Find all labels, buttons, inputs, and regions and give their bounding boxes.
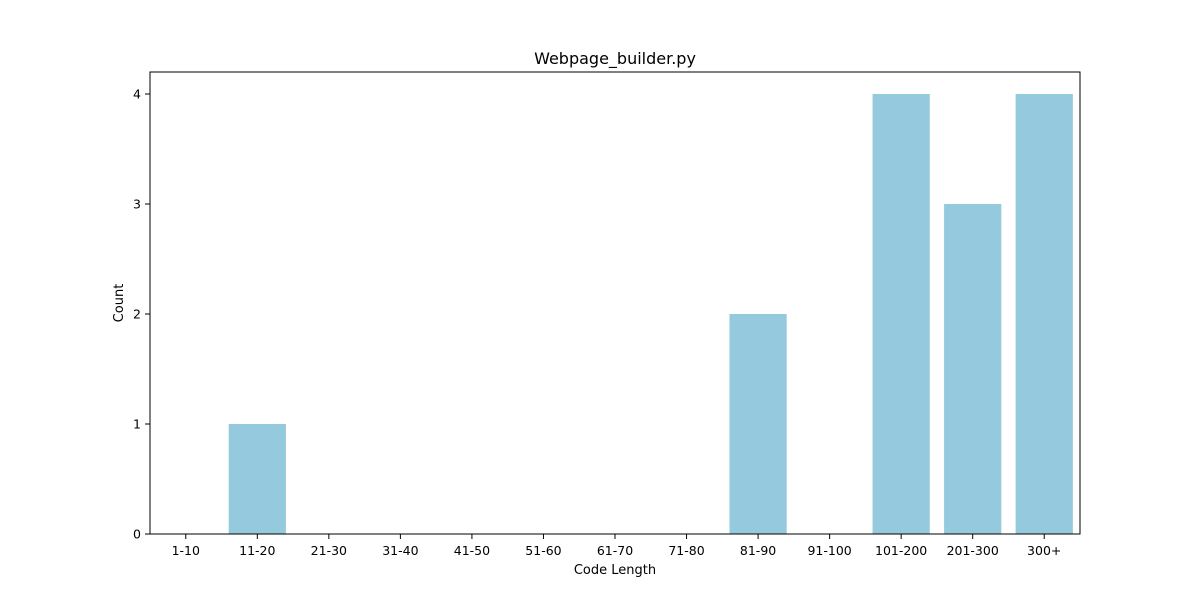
y-tick-label: 1 — [133, 417, 141, 432]
x-tick-label: 61-70 — [597, 543, 633, 558]
y-tick-label: 4 — [133, 87, 141, 102]
y-tick-label: 3 — [133, 197, 141, 212]
bar-201-300 — [944, 204, 1001, 534]
y-axis-label: Count — [112, 284, 127, 323]
bar-11-20 — [229, 424, 286, 534]
x-tick-label: 31-40 — [382, 543, 418, 558]
x-axis-label: Code Length — [574, 563, 656, 578]
bars-group — [229, 94, 1073, 534]
x-tick-label: 1-10 — [172, 543, 200, 558]
y-axis-ticks: 0 1 2 3 4 — [133, 87, 150, 542]
x-tick-label: 41-50 — [454, 543, 490, 558]
bar-101-200 — [873, 94, 930, 534]
x-axis-ticks: 1-10 11-20 21-30 31-40 41-50 51-60 61-70 71-80 8… — [172, 534, 1062, 558]
x-tick-label: 21-30 — [311, 543, 347, 558]
x-tick-label: 300+ — [1027, 543, 1061, 558]
x-tick-label: 11-20 — [239, 543, 275, 558]
bar-81-90 — [729, 314, 786, 534]
x-tick-label: 91-100 — [807, 543, 851, 558]
x-tick-label: 201-300 — [947, 543, 999, 558]
y-tick-label: 2 — [133, 307, 141, 322]
x-tick-label: 71-80 — [668, 543, 704, 558]
x-tick-label: 101-200 — [875, 543, 927, 558]
bar-300+ — [1016, 94, 1073, 534]
chart-title: Webpage_builder.py — [534, 49, 696, 69]
y-tick-label: 0 — [133, 527, 141, 542]
x-tick-label: 51-60 — [525, 543, 561, 558]
x-tick-label: 81-90 — [740, 543, 776, 558]
plot-frame — [150, 72, 1080, 534]
